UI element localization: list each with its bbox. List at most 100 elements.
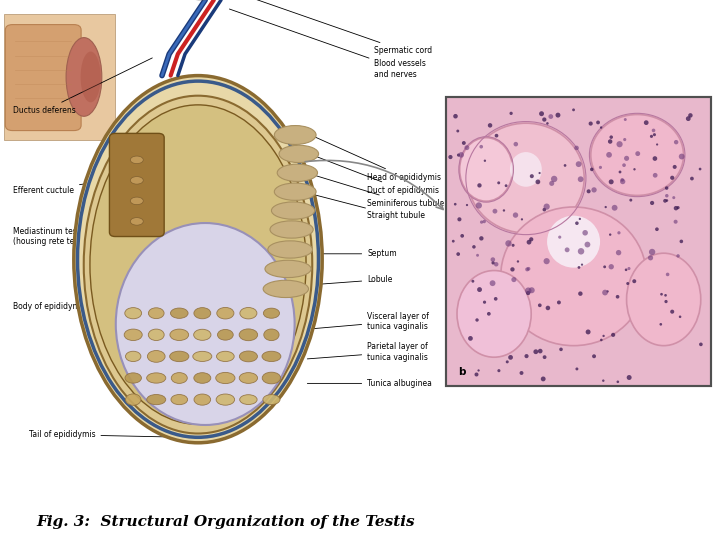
Ellipse shape xyxy=(503,210,505,212)
Ellipse shape xyxy=(66,38,102,116)
Ellipse shape xyxy=(688,113,693,118)
Ellipse shape xyxy=(665,294,667,296)
Ellipse shape xyxy=(665,194,669,198)
Ellipse shape xyxy=(217,352,234,361)
Ellipse shape xyxy=(147,373,166,383)
Ellipse shape xyxy=(674,140,678,144)
FancyBboxPatch shape xyxy=(5,25,81,131)
Ellipse shape xyxy=(676,254,680,258)
Ellipse shape xyxy=(475,318,479,322)
Ellipse shape xyxy=(608,264,614,269)
Ellipse shape xyxy=(576,161,582,167)
Ellipse shape xyxy=(84,96,312,434)
Ellipse shape xyxy=(690,177,694,180)
Ellipse shape xyxy=(632,279,636,283)
Ellipse shape xyxy=(498,181,500,184)
Ellipse shape xyxy=(270,221,313,238)
Ellipse shape xyxy=(665,186,668,190)
Ellipse shape xyxy=(482,220,486,223)
Ellipse shape xyxy=(456,252,460,256)
Ellipse shape xyxy=(467,123,584,233)
Ellipse shape xyxy=(686,116,690,121)
Ellipse shape xyxy=(543,208,546,212)
Ellipse shape xyxy=(528,287,535,293)
Ellipse shape xyxy=(464,145,469,150)
Ellipse shape xyxy=(665,199,668,202)
Ellipse shape xyxy=(217,307,234,319)
Ellipse shape xyxy=(559,348,563,351)
Ellipse shape xyxy=(526,240,531,245)
Ellipse shape xyxy=(476,254,479,256)
Ellipse shape xyxy=(193,352,212,361)
Ellipse shape xyxy=(480,145,483,148)
Text: Seminiferous tubule: Seminiferous tubule xyxy=(307,173,444,207)
Ellipse shape xyxy=(600,126,603,129)
Ellipse shape xyxy=(459,138,513,201)
Ellipse shape xyxy=(603,265,606,268)
Ellipse shape xyxy=(663,199,667,202)
Ellipse shape xyxy=(480,220,483,224)
Ellipse shape xyxy=(620,179,626,184)
Ellipse shape xyxy=(274,183,316,200)
Ellipse shape xyxy=(625,268,627,271)
Ellipse shape xyxy=(618,171,621,173)
Ellipse shape xyxy=(599,166,602,169)
Ellipse shape xyxy=(216,394,235,405)
Ellipse shape xyxy=(194,308,211,319)
Ellipse shape xyxy=(513,142,518,146)
Ellipse shape xyxy=(680,240,683,243)
Ellipse shape xyxy=(549,114,553,119)
Ellipse shape xyxy=(557,300,561,305)
FancyBboxPatch shape xyxy=(446,97,711,386)
Ellipse shape xyxy=(660,323,662,326)
Ellipse shape xyxy=(520,371,523,375)
Ellipse shape xyxy=(538,349,543,353)
Ellipse shape xyxy=(488,123,492,127)
Ellipse shape xyxy=(457,153,460,157)
Ellipse shape xyxy=(677,206,680,209)
Ellipse shape xyxy=(456,130,459,132)
Ellipse shape xyxy=(477,287,482,292)
Text: SG: SG xyxy=(480,119,495,163)
Ellipse shape xyxy=(551,176,557,182)
Ellipse shape xyxy=(626,282,629,285)
Text: Fig. 3:  Structural Organization of the Testis: Fig. 3: Structural Organization of the T… xyxy=(36,515,415,529)
Ellipse shape xyxy=(652,129,655,132)
Ellipse shape xyxy=(616,295,619,299)
Ellipse shape xyxy=(556,113,560,118)
Ellipse shape xyxy=(194,394,211,405)
Ellipse shape xyxy=(635,151,640,156)
Ellipse shape xyxy=(480,236,484,240)
Ellipse shape xyxy=(81,52,101,103)
Ellipse shape xyxy=(239,351,258,362)
Ellipse shape xyxy=(512,244,515,247)
Ellipse shape xyxy=(500,207,647,346)
Ellipse shape xyxy=(660,293,663,295)
Ellipse shape xyxy=(130,218,143,225)
Ellipse shape xyxy=(582,230,588,235)
Ellipse shape xyxy=(498,369,500,372)
Ellipse shape xyxy=(591,114,683,195)
Text: PS: PS xyxy=(580,231,593,258)
Ellipse shape xyxy=(544,204,550,210)
Text: Septum: Septum xyxy=(244,249,397,258)
Ellipse shape xyxy=(564,164,567,167)
Ellipse shape xyxy=(262,351,281,362)
Ellipse shape xyxy=(622,163,626,167)
Text: Tail of epididymis: Tail of epididymis xyxy=(29,430,188,439)
Ellipse shape xyxy=(591,187,597,193)
Ellipse shape xyxy=(274,126,316,144)
Ellipse shape xyxy=(510,152,541,187)
Text: SC: SC xyxy=(557,116,570,154)
Text: Ductus deferens: Ductus deferens xyxy=(13,58,153,115)
Ellipse shape xyxy=(277,164,318,181)
Ellipse shape xyxy=(148,329,164,341)
Ellipse shape xyxy=(525,287,531,294)
Ellipse shape xyxy=(264,329,279,341)
Ellipse shape xyxy=(602,289,608,295)
Ellipse shape xyxy=(606,291,609,293)
Ellipse shape xyxy=(483,301,486,304)
Ellipse shape xyxy=(626,253,701,346)
Ellipse shape xyxy=(472,245,476,248)
Ellipse shape xyxy=(577,177,583,182)
